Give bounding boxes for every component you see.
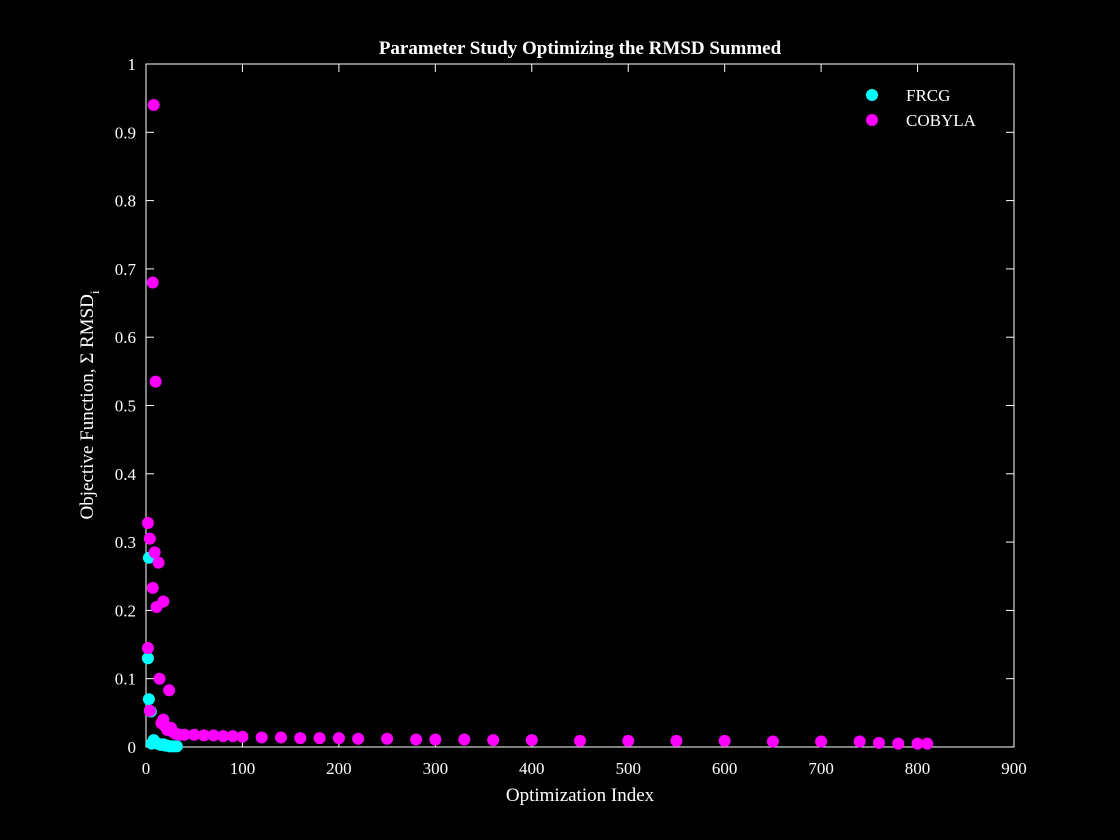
point-cobyla bbox=[352, 732, 365, 745]
point-cobyla bbox=[766, 735, 779, 748]
x-tick-label: 200 bbox=[326, 759, 352, 778]
y-axis-label: Objective Function, Σ RMSDi bbox=[77, 290, 102, 519]
point-cobyla bbox=[815, 735, 828, 748]
y-axis-label-main: Objective Function, Σ RMSD bbox=[77, 294, 98, 519]
point-cobyla bbox=[275, 731, 288, 744]
y-tick-label: 1 bbox=[128, 55, 137, 74]
point-cobyla bbox=[381, 732, 394, 745]
y-tick-label: 0.2 bbox=[115, 601, 136, 620]
series-cobyla bbox=[141, 98, 934, 750]
point-cobyla bbox=[410, 733, 423, 746]
series-frcg bbox=[141, 551, 183, 753]
point-cobyla bbox=[332, 732, 345, 745]
point-cobyla bbox=[149, 375, 162, 388]
y-tick-label: 0.4 bbox=[115, 465, 137, 484]
point-cobyla bbox=[255, 731, 268, 744]
x-tick-label: 0 bbox=[142, 759, 151, 778]
point-cobyla bbox=[670, 734, 683, 747]
point-cobyla bbox=[313, 732, 326, 745]
y-tick-label: 0.6 bbox=[115, 328, 136, 347]
point-cobyla bbox=[429, 733, 442, 746]
x-tick-label: 100 bbox=[230, 759, 256, 778]
plot-area bbox=[145, 63, 1015, 748]
point-cobyla bbox=[147, 98, 160, 111]
chart-title: Parameter Study Optimizing the RMSD Summ… bbox=[379, 38, 782, 59]
point-cobyla bbox=[217, 730, 230, 743]
point-cobyla bbox=[911, 737, 924, 750]
point-frcg bbox=[142, 693, 155, 706]
point-cobyla bbox=[143, 532, 156, 545]
x-tick-label: 500 bbox=[615, 759, 641, 778]
x-tick-label: 700 bbox=[808, 759, 834, 778]
x-tick-label: 600 bbox=[712, 759, 738, 778]
legend-label-frcg: FRCG bbox=[906, 86, 950, 105]
legend-label-cobyla: COBYLA bbox=[906, 111, 977, 130]
point-cobyla bbox=[872, 736, 885, 749]
y-axis-label-subscript: i bbox=[87, 290, 102, 294]
y-axis-ticks: 0 0.1 0.2 0.3 0.4 0.5 0.6 0.7 0.8 0.9 1 bbox=[115, 55, 1014, 757]
x-axis-label: Optimization Index bbox=[506, 785, 655, 806]
point-cobyla bbox=[146, 276, 159, 289]
point-cobyla bbox=[525, 734, 538, 747]
x-tick-label: 900 bbox=[1001, 759, 1027, 778]
point-cobyla bbox=[152, 556, 165, 569]
x-tick-label: 800 bbox=[905, 759, 931, 778]
legend-marker-cobyla bbox=[866, 114, 878, 126]
point-cobyla bbox=[188, 728, 201, 741]
point-cobyla bbox=[207, 729, 220, 742]
x-axis-ticks: 0 100 200 300 400 500 600 700 800 900 bbox=[142, 64, 1027, 778]
point-frcg bbox=[170, 740, 183, 753]
point-cobyla bbox=[487, 734, 500, 747]
legend: FRCG COBYLA bbox=[866, 86, 977, 130]
point-cobyla bbox=[574, 734, 586, 747]
point-cobyla bbox=[921, 737, 934, 750]
point-cobyla bbox=[236, 730, 249, 743]
point-cobyla bbox=[294, 732, 307, 745]
data-points bbox=[141, 98, 934, 753]
point-cobyla bbox=[153, 672, 166, 685]
point-cobyla bbox=[141, 516, 154, 529]
x-tick-label: 300 bbox=[423, 759, 449, 778]
point-cobyla bbox=[163, 684, 176, 697]
point-frcg bbox=[141, 652, 154, 665]
point-cobyla bbox=[892, 737, 905, 750]
point-cobyla bbox=[141, 641, 154, 654]
x-tick-label: 400 bbox=[519, 759, 545, 778]
point-cobyla bbox=[143, 704, 156, 717]
point-cobyla bbox=[146, 581, 159, 594]
y-tick-label: 0.3 bbox=[115, 533, 136, 552]
legend-marker-frcg bbox=[866, 89, 878, 101]
point-cobyla bbox=[718, 734, 731, 747]
y-tick-label: 0.8 bbox=[115, 192, 136, 211]
y-tick-label: 0.1 bbox=[115, 670, 136, 689]
y-tick-label: 0.7 bbox=[115, 260, 137, 279]
point-cobyla bbox=[853, 735, 866, 748]
point-cobyla bbox=[458, 733, 471, 746]
point-cobyla bbox=[622, 734, 635, 747]
point-cobyla bbox=[197, 729, 210, 742]
y-tick-label: 0.5 bbox=[115, 397, 136, 416]
y-tick-label: 0 bbox=[128, 738, 137, 757]
axes-box bbox=[145, 63, 1015, 748]
point-cobyla bbox=[226, 730, 239, 743]
point-cobyla bbox=[178, 728, 191, 741]
y-tick-label: 0.9 bbox=[115, 123, 136, 142]
point-cobyla bbox=[148, 546, 161, 559]
point-cobyla bbox=[157, 595, 170, 608]
